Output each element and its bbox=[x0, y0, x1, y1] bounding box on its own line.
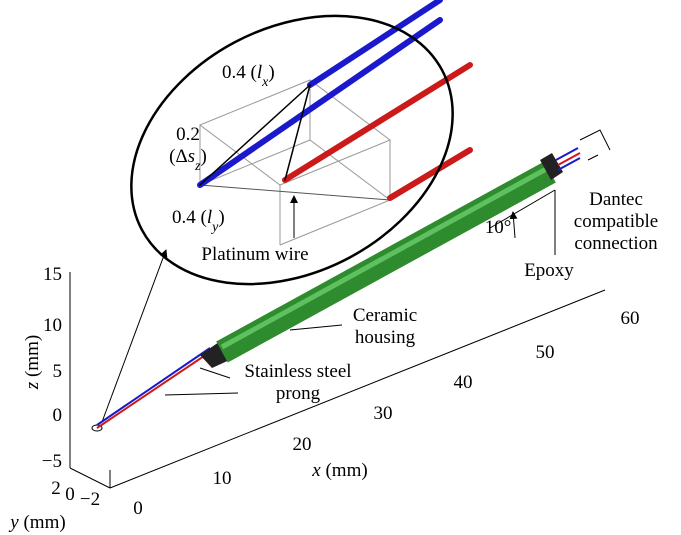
z-tick-label: 15 bbox=[43, 264, 62, 285]
label-part: y bbox=[8, 512, 19, 533]
label-part: compatible bbox=[574, 211, 658, 232]
x-tick-label: 50 bbox=[536, 342, 555, 363]
prong-label: prong bbox=[276, 383, 321, 404]
dsz-label: (Δsz) bbox=[169, 146, 207, 174]
dantec-label: Dantec bbox=[589, 189, 643, 210]
y-tick-label: 2 bbox=[51, 478, 61, 499]
label-part: 0.4 ( bbox=[222, 62, 257, 83]
label-part: ) bbox=[218, 207, 224, 228]
label-part: 0.4 ( bbox=[172, 207, 207, 228]
ceramic-label: housing bbox=[355, 327, 416, 348]
label-part: housing bbox=[355, 327, 416, 348]
label-part: 10° bbox=[485, 217, 512, 238]
lx-label: 0.4 (lx) bbox=[222, 62, 275, 90]
label-part: 0.2 bbox=[176, 124, 200, 145]
label-part: (Δ bbox=[169, 146, 188, 167]
dsz-label: 0.2 bbox=[176, 124, 200, 145]
dantec-label: connection bbox=[574, 233, 658, 254]
label-part: s bbox=[188, 146, 195, 167]
zoom-arrow bbox=[102, 250, 166, 422]
x-tick-label: 60 bbox=[621, 308, 640, 329]
z-tick-label: 0 bbox=[53, 405, 63, 426]
probe bbox=[92, 148, 580, 431]
z-tick-label: −5 bbox=[42, 451, 62, 472]
label-part: (mm) bbox=[19, 512, 66, 533]
prong-label: Stainless steel bbox=[244, 361, 351, 382]
z-tick-label: 10 bbox=[43, 315, 62, 336]
label-part: Stainless steel bbox=[244, 361, 351, 382]
label-part: ) bbox=[201, 146, 207, 167]
ly-label: 0.4 (ly) bbox=[172, 207, 225, 235]
x-tick-label: 10 bbox=[213, 468, 232, 489]
z-tick-label: 5 bbox=[53, 361, 63, 382]
label-part: Platinum wire bbox=[201, 244, 308, 265]
x-tick-label: 40 bbox=[454, 372, 473, 393]
angle-label: 10° bbox=[485, 217, 512, 238]
x-axis-label: x (mm) bbox=[311, 460, 367, 481]
label-part: ) bbox=[268, 62, 274, 83]
label-part: Dantec bbox=[589, 189, 643, 210]
z-axis-label: z (mm) bbox=[22, 335, 43, 390]
label-part: Ceramic bbox=[353, 305, 417, 326]
ceramic-label: Ceramic bbox=[353, 305, 417, 326]
dantec-label: compatible bbox=[574, 211, 658, 232]
y-axis-label: y (mm) bbox=[8, 512, 65, 533]
x-tick-label: 30 bbox=[374, 403, 393, 424]
x-tick-label: 20 bbox=[293, 434, 312, 455]
label-part: connection bbox=[574, 233, 658, 254]
y-tick-label: 0 bbox=[65, 484, 75, 505]
epoxy-label: Epoxy bbox=[524, 260, 574, 281]
label-part: prong bbox=[276, 383, 321, 404]
label-part: (mm) bbox=[22, 335, 43, 382]
figure: 0.4 (lx) 0.2(Δsz) 0.4 (ly) Platinum wire Cer… bbox=[0, 0, 681, 535]
platinum-label: Platinum wire bbox=[201, 244, 308, 265]
label-part: (mm) bbox=[321, 460, 368, 481]
x-tick-label: 0 bbox=[133, 498, 143, 519]
label-part: Epoxy bbox=[524, 260, 574, 281]
y-tick-label: −2 bbox=[80, 489, 100, 510]
